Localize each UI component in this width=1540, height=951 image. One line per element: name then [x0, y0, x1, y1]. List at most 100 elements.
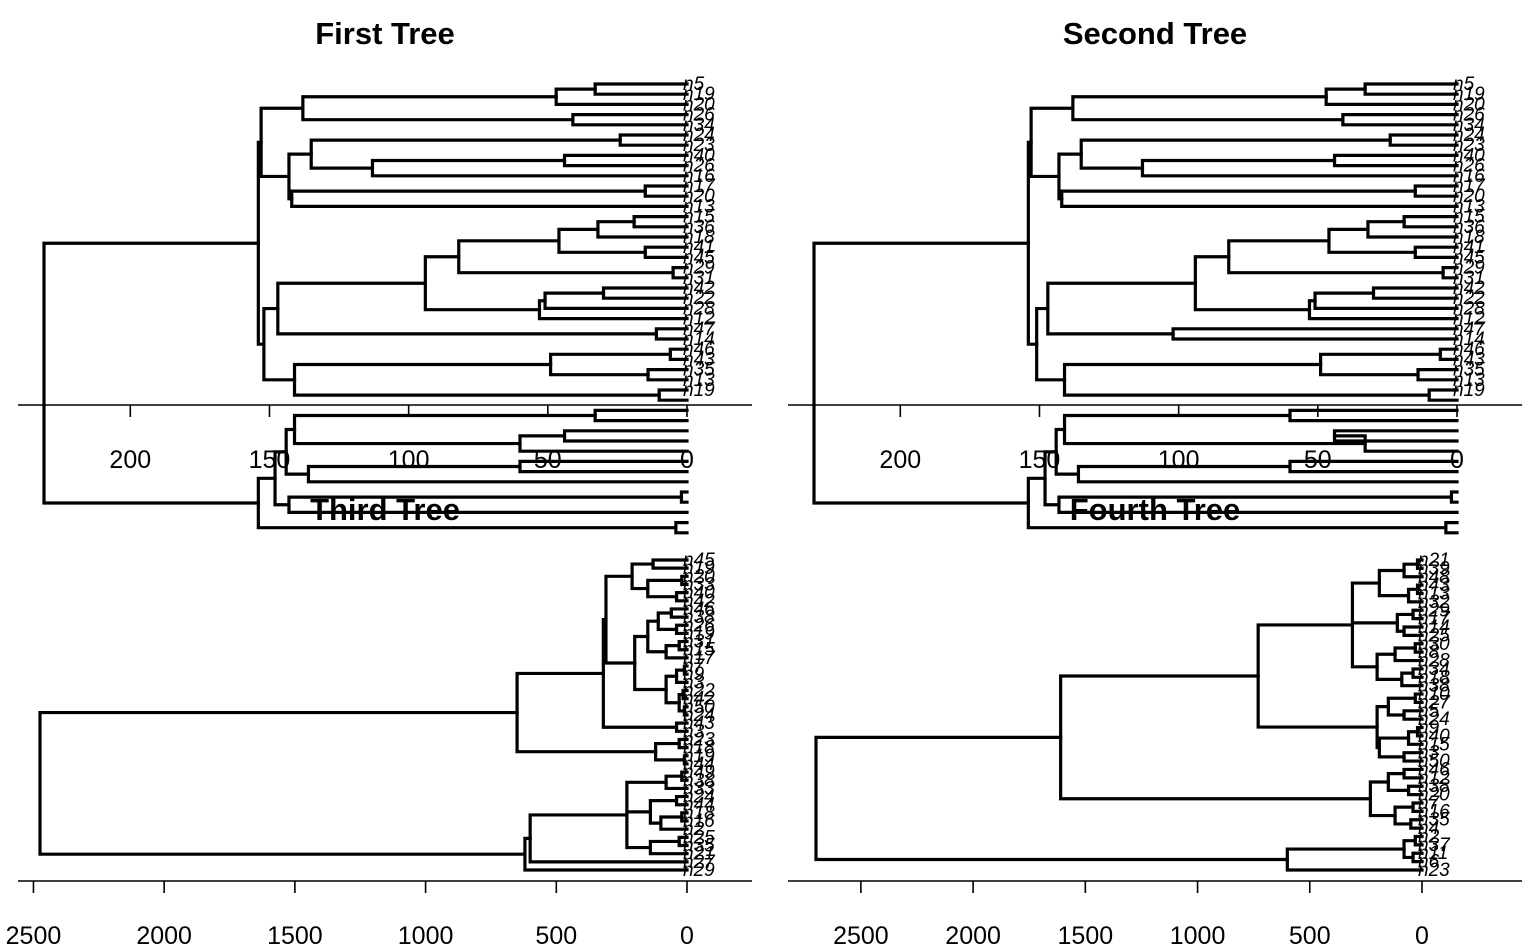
leaf-label: n18 [1453, 227, 1485, 248]
leaf-label: n9 [683, 664, 705, 685]
leaf-label: n20 [683, 186, 715, 207]
leaf-label: n12 [1453, 309, 1485, 330]
x-tick-label: 1500 [1058, 922, 1114, 950]
leaf-label: n16 [683, 811, 715, 832]
leaf-label: n40 [1418, 726, 1450, 747]
x-tick-label: 200 [879, 446, 921, 474]
dendrogram-branch [301, 95, 575, 122]
leaf-label: n42 [683, 278, 715, 299]
leaf-label: n19 [683, 746, 715, 767]
chart-title: Third Tree [310, 492, 460, 527]
x-tick-label: 1000 [398, 922, 454, 950]
dendrogram-branch [1256, 623, 1379, 729]
x-tick-label: 0 [680, 446, 694, 474]
dendrogram-branch [1071, 95, 1345, 122]
leaf-label: n19 [1453, 380, 1485, 401]
leaf-label: n26 [1453, 105, 1485, 126]
leaf-label: n23 [683, 729, 715, 750]
leaf-label: n44 [683, 754, 715, 775]
dendrogram-branch [1413, 184, 1459, 198]
leaf-label: n29 [683, 860, 715, 881]
leaf-label: n19 [683, 623, 715, 644]
leaf-label: n35 [1453, 360, 1485, 381]
leaf-label: n29 [683, 258, 715, 279]
leaf-label: n41 [683, 237, 715, 258]
leaf-label: n7 [1418, 793, 1441, 814]
leaf-label: n46 [683, 599, 715, 620]
first-tree-dendrogram: n5n19n20n26n34n24n23n40n26n16n17n20n13n1… [18, 74, 752, 535]
dendrogram-branch [1193, 255, 1312, 312]
leaf-label: n30 [1418, 634, 1450, 655]
dendrogram-branch [651, 558, 689, 570]
dendrogram-branch [656, 611, 679, 631]
leaf-label: n43 [683, 349, 715, 370]
leaf-label: n14 [683, 329, 715, 350]
leaf-label: n8 [1418, 642, 1440, 663]
leaf-label: n43 [683, 713, 715, 734]
x-tick-label: 2500 [833, 922, 889, 950]
leaf-label: n49 [683, 762, 715, 783]
dendrogram-branch [1035, 306, 1067, 382]
dendrogram-branch [292, 362, 661, 397]
leaf-label: n34 [1453, 115, 1485, 136]
leaf-label: n13 [683, 370, 715, 391]
leaf-label: n18 [683, 227, 715, 248]
leaf-label: n5 [683, 74, 705, 95]
leaf-label: n11 [1418, 843, 1448, 864]
x-tick-label: 2000 [136, 922, 192, 950]
dendrogram-branch [1413, 245, 1459, 259]
dendrogram-branch [290, 189, 689, 208]
leaf-label: n46 [683, 339, 715, 360]
leaf-label: n3 [1418, 743, 1440, 764]
leaf-label: n35 [683, 836, 715, 857]
leaf-label: n39 [1418, 558, 1450, 579]
leaf-label: n20 [683, 566, 715, 587]
dendrogram-branch [593, 82, 689, 96]
dendrogram-branch [292, 413, 597, 446]
leaf-label: n3 [683, 721, 705, 742]
x-tick-label: 2500 [6, 922, 62, 950]
x-tick-label: 500 [1289, 922, 1331, 950]
leaf-label: n46 [1453, 339, 1485, 360]
dendrogram-branch [596, 220, 689, 239]
leaf-label: n18 [683, 738, 715, 759]
leaf-label: n38 [1418, 676, 1450, 697]
dendrogram-branch [554, 87, 689, 106]
leaf-label: n4 [1418, 818, 1439, 839]
leaf-label: n26 [1453, 156, 1485, 177]
leaf-label: n38 [683, 607, 715, 628]
leaf-label: n31 [1453, 268, 1485, 289]
leaf-label: n26 [683, 156, 715, 177]
leaf-label: n46 [1418, 759, 1450, 780]
dendrogram-branch [1029, 106, 1075, 179]
dendrogram-branch [1060, 189, 1459, 208]
second-tree-dendrogram: n5n19n20n26n34n24n23n40n26n16n17n20n13n1… [788, 74, 1522, 535]
leaf-label: n24 [683, 125, 715, 146]
dendrogram-branch [562, 153, 689, 168]
leaf-label: n26 [683, 105, 715, 126]
leaf-label: n10 [1418, 684, 1450, 705]
chart-title: First Tree [315, 16, 455, 51]
dendrogram-branch [1327, 227, 1417, 254]
leaf-label: n40 [683, 583, 715, 604]
leaf-label: n24 [683, 705, 715, 726]
leaf-label: n23 [1453, 135, 1485, 156]
dendrogram-branch [1285, 847, 1424, 872]
leaf-label: n35 [1418, 810, 1450, 831]
dendrogram-branch [1140, 158, 1459, 178]
leaf-label: n40 [683, 145, 715, 166]
dendrogram-branch [601, 286, 689, 300]
fourth-tree-dendrogram: n21n39n48n43n13n32n29n17n14n25n30n8n28n3… [788, 550, 1522, 950]
leaf-label: n45 [683, 247, 715, 268]
leaf-label: n19 [683, 558, 715, 579]
leaf-label: n14 [1418, 617, 1450, 638]
leaf-label: n28 [683, 298, 715, 319]
x-tick-label: 200 [109, 446, 151, 474]
leaf-label: n22 [683, 288, 715, 309]
leaf-label: n27 [1418, 692, 1451, 713]
leaf-label: n9 [1418, 718, 1440, 739]
dendrogram-branch [42, 241, 260, 505]
leaf-label: n12 [1418, 768, 1450, 789]
dendrogram-branch [1171, 327, 1459, 341]
leaf-label: n22 [683, 681, 715, 702]
